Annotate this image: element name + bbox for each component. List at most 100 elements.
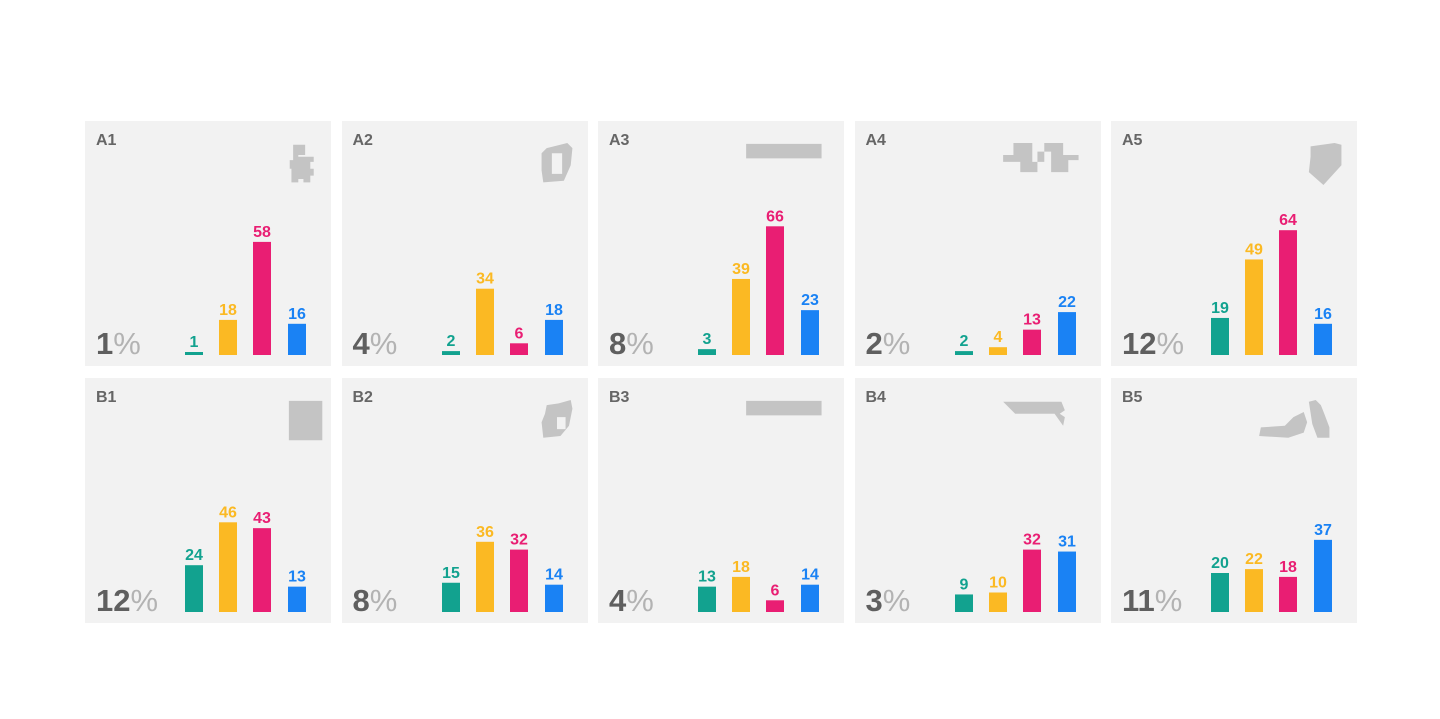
share-value: 4 (609, 583, 627, 618)
bar-3 (253, 241, 271, 355)
bar-chart: 13 18 6 14 (698, 559, 819, 612)
bar-3 (1279, 230, 1297, 355)
bar-1 (698, 586, 716, 612)
percent-sign: % (1154, 583, 1183, 618)
square-icon (288, 400, 323, 441)
chart-panel-a4: A4 2 4 13 22 2% (854, 121, 1101, 366)
chart-panel-b4: B4 9 10 32 31 3% (854, 378, 1101, 623)
chart-panel-a2: A2 2 34 6 18 4% (341, 121, 588, 366)
data-label-4: 16 (288, 306, 306, 323)
small-multiples-grid: A1 1 18 58 16 1% A2 2 34 6 18 4% A3 3 39 66 23 8% A4 2 4 13 22… (85, 121, 1357, 623)
data-label-1: 1 (190, 334, 199, 351)
data-label-2: 36 (476, 524, 494, 541)
bar-1 (954, 351, 973, 355)
bar-2 (988, 347, 1007, 355)
share-percentage: 1% (96, 328, 141, 359)
data-label-3: 18 (1279, 559, 1297, 576)
percent-sign: % (130, 583, 159, 618)
bar-4 (801, 310, 819, 355)
bar-3 (1279, 576, 1297, 612)
panel-title: A4 (865, 132, 886, 149)
bar-4 (288, 323, 306, 355)
data-label-4: 14 (801, 567, 819, 584)
share-percentage: 2% (866, 328, 911, 359)
share-percentage: 3% (866, 585, 911, 616)
bar-1 (441, 582, 460, 612)
building-icon (289, 144, 314, 183)
data-label-2: 49 (1245, 241, 1263, 258)
chart-panel-a1: A1 1 18 58 16 1% (85, 121, 331, 366)
data-label-4: 31 (1058, 534, 1076, 551)
panel-title: B2 (352, 389, 373, 406)
flag-shape-icon (1002, 401, 1065, 426)
share-value: 11 (1122, 583, 1155, 618)
panel-title: B3 (609, 389, 630, 406)
bar-4 (1057, 551, 1076, 612)
data-label-2: 18 (732, 559, 750, 576)
bar-2 (732, 576, 750, 612)
building-icon-path (289, 144, 314, 183)
pentagon-icon (1308, 143, 1342, 185)
panel-title: A3 (609, 132, 630, 149)
ring-shape-icon-path (541, 143, 572, 183)
flag-shape-icon-path (1002, 401, 1065, 426)
bar-chart: 15 36 32 14 (441, 524, 563, 612)
share-value: 4 (352, 326, 370, 361)
share-percentage: 11% (1122, 585, 1182, 616)
chart-panel-b5: B5 20 22 18 37 11% (1111, 378, 1357, 623)
bar-chart: 3 39 66 23 (698, 208, 819, 355)
hand-shape-icon (1259, 400, 1330, 438)
chart-panel-a5: A5 19 49 64 16 12% (1111, 121, 1357, 366)
data-label-4: 22 (1058, 294, 1076, 311)
percent-sign: % (626, 583, 654, 618)
data-label-3: 6 (771, 582, 780, 599)
data-label-3: 32 (510, 532, 528, 549)
bar-chart: 2 34 6 18 (441, 271, 563, 355)
bar-4 (801, 584, 819, 612)
data-label-4: 37 (1314, 522, 1332, 539)
share-percentage: 4% (609, 585, 654, 616)
bar-4 (544, 584, 563, 612)
percent-sign: % (626, 326, 654, 361)
bar-4 (1314, 323, 1332, 355)
hand-shape-icon-path (1259, 400, 1330, 438)
step-shape-icon-path (1002, 143, 1079, 173)
long-rect-icon (746, 400, 822, 416)
data-label-1: 13 (698, 569, 716, 586)
long-rect-icon-path (746, 400, 822, 416)
chart-panel-a3: A3 3 39 66 23 8% (598, 121, 844, 366)
share-value: 8 (352, 583, 370, 618)
bar-3 (509, 549, 528, 612)
bar-2 (219, 522, 237, 612)
data-label-3: 43 (253, 510, 271, 527)
data-label-1: 15 (442, 565, 460, 582)
percent-sign: % (1156, 326, 1185, 361)
step-shape-icon (1002, 143, 1079, 173)
panel-title: A5 (1122, 132, 1143, 149)
bar-1 (698, 349, 716, 355)
bar-1 (441, 351, 460, 355)
data-label-2: 22 (1245, 551, 1263, 568)
bar-3 (766, 226, 784, 355)
data-label-2: 18 (219, 302, 237, 319)
long-rect-icon-path (746, 143, 822, 159)
bar-chart: 20 22 18 37 (1211, 522, 1332, 612)
panel-title: B4 (865, 389, 886, 406)
bar-2 (988, 592, 1007, 612)
share-value: 12 (96, 583, 131, 618)
data-label-1: 19 (1211, 300, 1229, 317)
panel-title: B1 (96, 389, 117, 406)
percent-sign: % (882, 326, 911, 361)
bar-1 (1211, 573, 1229, 612)
share-percentage: 12% (96, 585, 158, 616)
bar-chart: 24 46 43 13 (185, 504, 306, 612)
data-label-2: 46 (219, 504, 237, 521)
data-label-2: 34 (476, 271, 494, 288)
pentagon-icon-path (1308, 143, 1342, 185)
bar-3 (1022, 329, 1041, 355)
percent-sign: % (882, 583, 911, 618)
bar-3 (253, 528, 271, 612)
long-rect-icon (746, 143, 822, 159)
bar-4 (1314, 539, 1332, 612)
share-percentage: 4% (353, 328, 398, 359)
